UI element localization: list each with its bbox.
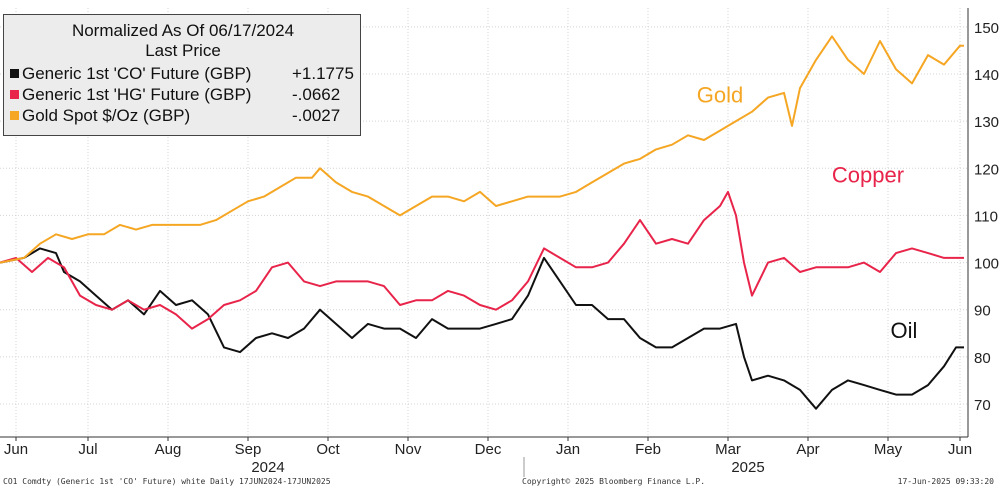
footer-source: CO1 Comdty (Generic 1st 'CO' Future) whi… xyxy=(3,477,331,486)
legend-item-copper: Generic 1st 'HG' Future (GBP) -.0662 xyxy=(10,85,340,105)
legend-swatch-gold xyxy=(10,111,19,120)
y-tick-label: 110 xyxy=(974,208,998,225)
x-tick-label: Dec xyxy=(475,441,502,458)
y-tick-label: 100 xyxy=(974,256,999,273)
y-tick-label: 130 xyxy=(974,114,999,131)
y-tick-label: 70 xyxy=(974,397,991,414)
x-tick-label: May xyxy=(874,441,903,458)
x-tick-label: Feb xyxy=(635,441,661,458)
legend-item-oil: Generic 1st 'CO' Future (GBP) +1.1775 xyxy=(10,64,354,84)
y-tick-label: 90 xyxy=(974,303,991,320)
x-tick-label: Jun xyxy=(4,441,28,458)
y-tick-label: 140 xyxy=(974,67,999,84)
x-tick-label: Jun xyxy=(948,441,972,458)
x-tick-label: Aug xyxy=(155,441,182,458)
y-tick-label: 150 xyxy=(974,20,999,37)
annotation-oil: Oil xyxy=(891,318,918,343)
legend-label-copper: Generic 1st 'HG' Future (GBP) xyxy=(22,85,252,104)
legend-label-oil: Generic 1st 'CO' Future (GBP) xyxy=(22,64,252,83)
legend-value-copper: -.0662 xyxy=(292,85,341,104)
annotation-copper: Copper xyxy=(832,162,904,187)
annotation-gold: Gold xyxy=(697,82,743,107)
grid-lines xyxy=(0,8,968,437)
x-tick-label: Nov xyxy=(395,441,422,458)
legend-label-gold: Gold Spot $/Oz (GBP) xyxy=(22,106,191,125)
legend-item-gold: Gold Spot $/Oz (GBP) -.0027 xyxy=(10,106,340,126)
legend: Normalized As Of 06/17/2024 Last Price G… xyxy=(3,14,361,136)
legend-value-oil: +1.1775 xyxy=(292,64,354,83)
series-annotations: Gold Copper Oil xyxy=(697,82,918,343)
y-axis: 70 80 90 100 110 120 130 140 150 xyxy=(967,8,999,437)
x-tick-label: Jan xyxy=(556,441,580,458)
x-axis: Jun Jul Aug Sep Oct Nov Dec Jan Feb Mar Apr May Jun 2… xyxy=(0,436,972,477)
x-tick-label: Oct xyxy=(316,441,340,458)
footer-copyright: Copyright© 2025 Bloomberg Finance L.P. xyxy=(522,477,706,486)
legend-swatch-oil xyxy=(10,69,19,78)
x-tick-label: Apr xyxy=(796,441,819,458)
series-line-gold xyxy=(0,35,964,264)
footer-timestamp: 17-Jun-2025 09:33:20 xyxy=(897,477,994,486)
series-line-copper xyxy=(0,190,964,330)
year-label: 2024 xyxy=(251,459,284,476)
chart-title: Normalized As Of 06/17/2024 xyxy=(71,21,295,40)
x-tick-label: Sep xyxy=(235,441,262,458)
series-line-oil xyxy=(0,247,964,410)
x-tick-label: Jul xyxy=(78,441,97,458)
legend-value-gold: -.0027 xyxy=(292,106,341,125)
series-lines xyxy=(0,35,964,410)
x-tick-label: Mar xyxy=(715,441,741,458)
year-label: 2025 xyxy=(731,459,764,476)
y-tick-label: 80 xyxy=(974,350,991,367)
chart-subtitle: Last Price xyxy=(145,41,221,60)
y-tick-label: 120 xyxy=(974,161,999,178)
legend-swatch-copper xyxy=(10,90,19,99)
